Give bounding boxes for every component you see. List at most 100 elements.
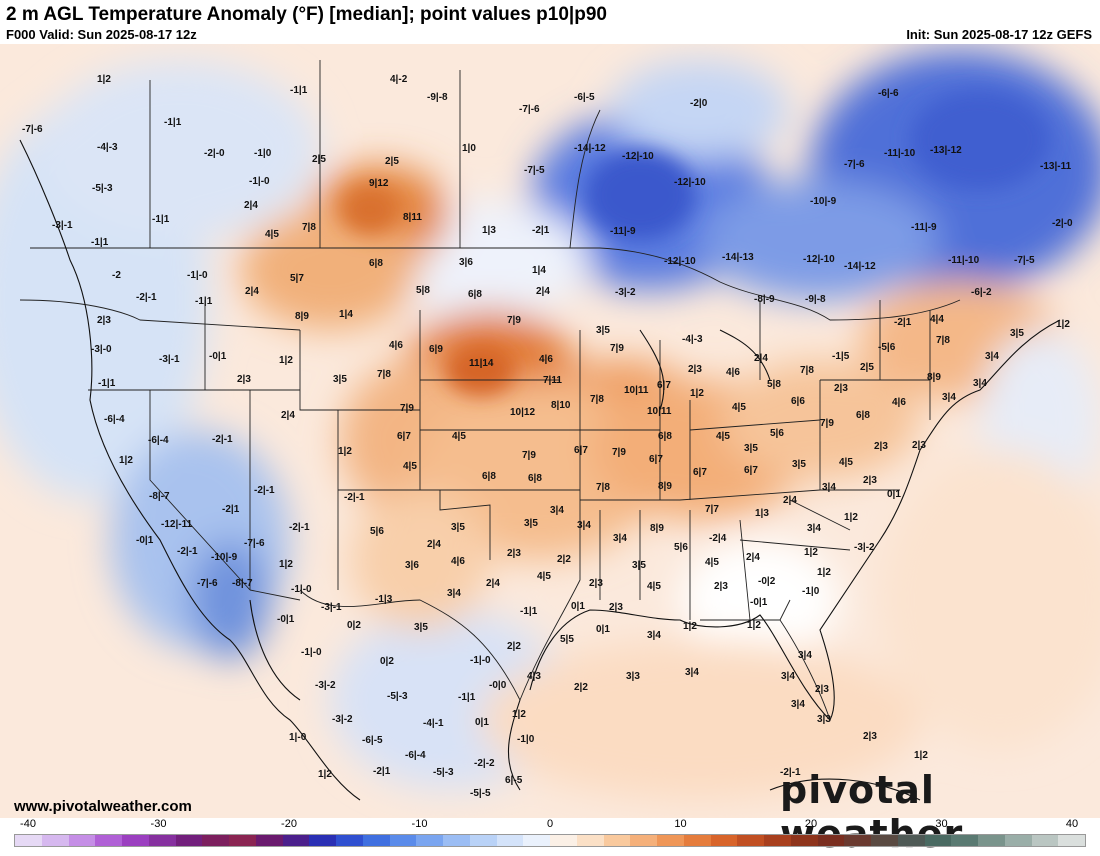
point-value-label: 1|2 [747, 620, 761, 631]
point-value-label: 6|9 [429, 344, 443, 355]
point-value-label: -3|-2 [615, 287, 636, 298]
colorbar-swatch [68, 835, 96, 846]
point-value-label: -5|6 [878, 342, 896, 353]
point-value-label: -8|-7 [149, 491, 170, 502]
point-value-label: 2|3 [714, 581, 728, 592]
point-value-label: 2|4 [427, 539, 441, 550]
point-value-label: 1|2 [914, 750, 928, 761]
colorbar-swatch [416, 835, 443, 846]
point-value-label: -14|-13 [722, 252, 754, 263]
point-value-label: 2|4 [245, 286, 259, 297]
colorbar-tick-label: -10 [411, 818, 428, 830]
colorbar-swatch [202, 835, 229, 846]
coastlines [19, 139, 1061, 801]
colorbar-swatch [443, 835, 470, 846]
point-value-label: 4|5 [732, 402, 746, 413]
anomaly-map[interactable]: 1|2 4|-2 -9|-8 -1|1 -7|-6 -1|1 -7|-6 -6|-5 -2|0 -… [0, 44, 1100, 818]
colorbar-swatch [523, 835, 550, 846]
point-value-label: 1|0 [462, 143, 476, 154]
point-value-label: 8|11 [403, 212, 422, 223]
point-value-label: 1|2 [338, 446, 352, 457]
colorbar-swatch [95, 835, 122, 846]
point-value-label: 1|4 [532, 265, 546, 276]
header: 2 m AGL Temperature Anomaly (°F) [median… [0, 0, 1100, 44]
point-value-label: 2|4 [536, 286, 550, 297]
point-value-label: 3|5 [792, 459, 806, 470]
point-value-label: 3|4 [791, 699, 805, 710]
colorbar-tick-label: 40 [1065, 818, 1079, 830]
point-value-label: 3|5 [1010, 328, 1024, 339]
point-value-label: 1|2 [97, 74, 111, 85]
colorbar-swatch [603, 835, 631, 846]
point-value-label: 3|5 [451, 522, 465, 533]
point-value-label: 7|8 [377, 369, 391, 380]
point-value-label: 4|5 [839, 457, 853, 468]
point-value-label: -7|-6 [844, 159, 865, 170]
colorbar-swatch [764, 835, 791, 846]
point-value-label: -3|-1 [321, 602, 342, 613]
point-value-label: 0|1 [571, 601, 585, 612]
point-value-label: -0|2 [758, 576, 776, 587]
point-value-label: -1|1 [152, 214, 170, 225]
website-label[interactable]: www.pivotalweather.com [14, 798, 192, 815]
point-value-label: -3|-0 [91, 344, 112, 355]
point-value-label: 6|8 [468, 289, 482, 300]
point-value-label: 2|5 [860, 362, 874, 373]
point-value-label: -14|-12 [844, 261, 876, 272]
point-value-label: 6|7 [744, 465, 758, 476]
point-value-label: 4|5 [452, 431, 466, 442]
point-value-label: 8|10 [551, 400, 571, 411]
point-value-label: 2|3 [874, 441, 888, 452]
point-value-label: -5|-3 [433, 767, 454, 778]
point-value-label: 1|-0 [289, 732, 307, 743]
point-value-label: -8|-7 [232, 578, 253, 589]
point-value-label: 0|1 [475, 717, 489, 728]
point-value-label: 5|8 [767, 379, 781, 390]
colorbar-swatch [550, 835, 577, 846]
colorbar-ticks: -40 -30 -20 -10 0 10 20 30 40 [0, 818, 1100, 834]
colorbar-tick-label: -20 [281, 818, 297, 830]
point-value-label: 4|5 [705, 557, 719, 568]
colorbar-swatch [41, 835, 69, 846]
point-value-label: -12|-11 [161, 519, 193, 530]
point-value-label: -4|-3 [97, 142, 118, 153]
point-value-label: 2|3 [507, 548, 521, 559]
point-value-label: 6|7 [693, 467, 707, 478]
point-value-label: -1|-0 [249, 176, 270, 187]
point-value-label: 6|7 [397, 431, 411, 442]
point-value-label: -2|-1 [136, 292, 157, 303]
point-value-label: 7|9 [820, 418, 834, 429]
point-value-label: 5|5 [560, 634, 574, 645]
point-value-label: -12|-10 [674, 177, 706, 188]
colorbar-swatch [148, 835, 176, 846]
point-value-label: 6|8 [482, 471, 496, 482]
colorbar-swatch [844, 835, 871, 846]
point-value-label: 7|8 [590, 394, 604, 405]
colorbar-tick-label: 0 [546, 818, 554, 830]
point-value-label: 6|7 [574, 445, 588, 456]
point-value-label: 6|8 [856, 410, 870, 421]
point-value-label: -2|-1 [344, 492, 365, 503]
colorbar-swatch [1058, 835, 1085, 846]
point-value-label: 7|8 [936, 335, 950, 346]
point-value-label: 7|9 [522, 450, 536, 461]
point-value-label: 6|6 [791, 396, 805, 407]
point-value-label: 10|11 [624, 385, 649, 396]
point-value-label: 6|8 [369, 258, 383, 269]
point-value-label: 8|9 [295, 311, 309, 322]
colorbar-swatch [576, 835, 604, 846]
point-value-label: 2|2 [507, 641, 521, 652]
point-value-label: 2|3 [912, 440, 926, 451]
point-value-label: 3|4 [798, 650, 812, 661]
point-value-label: -2|4 [709, 533, 727, 544]
colorbar-tick-label: 30 [935, 818, 948, 830]
point-value-label: -10|-9 [211, 552, 238, 563]
point-value-label: -6|-6 [878, 88, 899, 99]
point-value-label: -0|1 [136, 535, 154, 546]
point-value-label: -2|-0 [1052, 218, 1073, 229]
point-value-label: -12|-10 [803, 254, 835, 265]
point-value-label: -1|-0 [291, 584, 312, 595]
point-value-label: -1|0 [517, 734, 535, 745]
point-value-label: 4|5 [265, 229, 279, 240]
colorbar-swatch [282, 835, 310, 846]
